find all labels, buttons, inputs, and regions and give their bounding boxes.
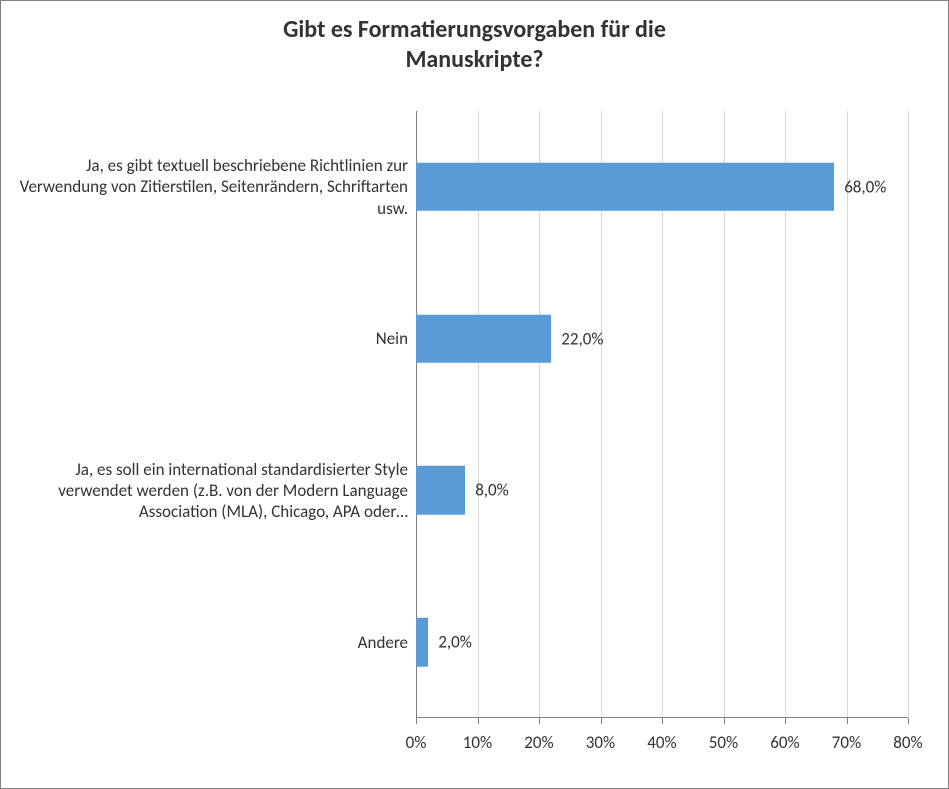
x-tick-mark (601, 718, 602, 724)
plot-area: Ja, es gibt textuell beschriebene Richtl… (1, 111, 948, 788)
value-label: 8,0% (475, 480, 509, 501)
x-tick-mark (662, 718, 663, 724)
bar-zone: 22,0% (416, 263, 908, 415)
x-tick-label: 60% (770, 732, 799, 753)
x-tick-label: 80% (893, 732, 922, 753)
chart-container: Gibt es Formatierungsvorgaben für die Ma… (0, 0, 949, 789)
value-label: 22,0% (561, 328, 603, 349)
x-tick-label: 30% (586, 732, 615, 753)
x-tick-mark (724, 718, 725, 724)
x-tick-mark (847, 718, 848, 724)
x-tick-label: 0% (406, 732, 427, 753)
chart-title-line2: Manuskripte? (1, 45, 948, 75)
x-tick-mark (908, 718, 909, 724)
bar-zone: 8,0% (416, 415, 908, 567)
x-tick-mark (416, 718, 417, 724)
chart-title-line1: Gibt es Formatierungsvorgaben für die (1, 15, 948, 45)
bar-row: Ja, es gibt textuell beschriebene Richtl… (1, 111, 948, 263)
x-tick-mark (478, 718, 479, 724)
category-label: Ja, es soll ein international standardis… (1, 459, 416, 523)
x-axis: 0%10%20%30%40%50%60%70%80% (416, 718, 908, 788)
bar-row: Nein 22,0% (1, 263, 948, 415)
value-label: 2,0% (438, 632, 472, 653)
bar (416, 163, 834, 212)
value-label: 68,0% (844, 176, 886, 197)
bar-row: Andere 2,0% (1, 566, 948, 718)
x-tick-mark (785, 718, 786, 724)
x-tick-label: 40% (647, 732, 676, 753)
category-label: Andere (1, 632, 416, 653)
bar-zone: 68,0% (416, 111, 908, 263)
x-tick-label: 10% (463, 732, 492, 753)
bar (416, 314, 551, 363)
x-tick-mark (539, 718, 540, 724)
bar (416, 618, 428, 667)
bar-row: Ja, es soll ein international standardis… (1, 415, 948, 567)
bar-rows: Ja, es gibt textuell beschriebene Richtl… (1, 111, 948, 718)
x-tick-label: 20% (524, 732, 553, 753)
chart-title: Gibt es Formatierungsvorgaben für die Ma… (1, 1, 948, 75)
x-tick-label: 50% (709, 732, 738, 753)
bar-zone: 2,0% (416, 566, 908, 718)
category-label: Ja, es gibt textuell beschriebene Richtl… (1, 155, 416, 219)
category-label: Nein (1, 328, 416, 349)
bar (416, 466, 465, 515)
x-tick-label: 70% (832, 732, 861, 753)
